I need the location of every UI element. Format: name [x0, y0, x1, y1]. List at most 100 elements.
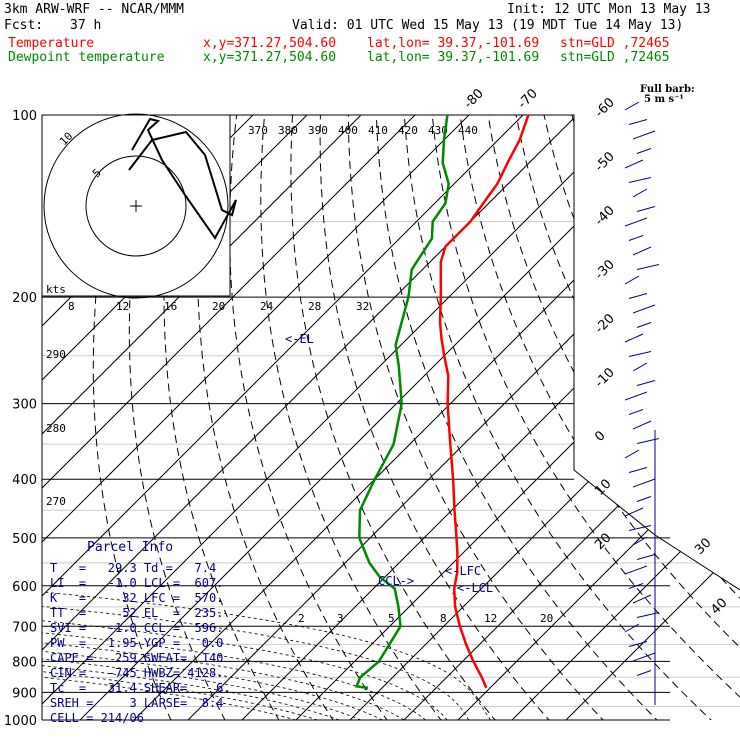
isotherm-tick-label: 0 [592, 428, 608, 444]
isotherm-line [42, 115, 582, 720]
parcel-info-row: CAPE = 259 SWEAT= 140 [50, 651, 223, 665]
dry-adiabat-line [431, 115, 740, 720]
dry-adiabat-line [599, 115, 740, 720]
isotherm-tick-label: 10 [592, 477, 614, 499]
isotherm-tick-label: 30 [692, 536, 714, 558]
dry-adiabat-line [543, 115, 740, 720]
wind-barb [628, 409, 644, 415]
pressure-tick-label: 500 [12, 532, 37, 547]
dry-adiabat-line [196, 115, 342, 720]
wind-barb [636, 322, 652, 328]
wind-barb [632, 594, 652, 604]
parcel-info-row: CIN = -745 HWBZ= 4128. [50, 666, 223, 680]
dry-adiabat-line [655, 115, 740, 720]
wind-barb [632, 420, 652, 430]
theta-tick-label: 400 [338, 124, 358, 137]
wind-barb [628, 235, 644, 241]
theta-left-label: 290 [46, 348, 66, 361]
wind-barb [628, 351, 652, 357]
dry-adiabat-line [347, 115, 616, 720]
wind-barb [636, 264, 660, 270]
mixing-ratio-label: 8 [440, 612, 447, 625]
wind-barb [632, 188, 648, 198]
init-time: Init: 12 UTC Mon 13 May 13 [507, 2, 711, 17]
hodograph-ring [43, 113, 229, 299]
dry-adiabat-line [319, 115, 561, 720]
dry-adiabat-line [375, 115, 671, 720]
mixing-ratio-label: 8 [68, 300, 75, 313]
wind-barb [636, 206, 656, 212]
dry-adiabat-line [128, 115, 233, 720]
dry-adiabat-line [92, 115, 178, 720]
theta-left-label: 270 [46, 495, 66, 508]
mixing-ratio-label: 5 [388, 612, 395, 625]
pressure-tick-label: 100 [12, 109, 37, 124]
model-title: 3km ARW-WRF -- NCAR/MMM [4, 2, 184, 17]
temperature-station: stn=GLD ,72465 [560, 36, 670, 51]
wind-barb [624, 217, 648, 227]
forecast-hours: 37 h [70, 18, 101, 33]
wind-barb [628, 293, 648, 299]
parcel-info-row: PW = 1.95 YGP = 0.0 [50, 636, 223, 650]
isotherm-tick-label: -80 [461, 86, 487, 112]
dry-adiabat-line [403, 115, 726, 720]
parcel-info-row: T = 29.3 Td = 7.4 [50, 561, 216, 575]
parcel-info-row: CELL = 214/06 [50, 711, 144, 725]
el-marker: <-EL [285, 332, 314, 346]
parcel-info-row: SREH = 3 LAPSE= 8.4 [50, 696, 223, 710]
isotherm-tick-label: 20 [592, 531, 614, 553]
isotherm-line [444, 115, 740, 720]
wind-barb [636, 670, 652, 676]
dewpoint-station: stn=GLD ,72465 [560, 50, 670, 65]
barb-key-title: Full barb: [640, 84, 695, 95]
dry-adiabat-line [711, 115, 740, 720]
theta-tick-label: 390 [308, 124, 328, 137]
wind-barb [624, 159, 644, 169]
isotherm-line [42, 115, 636, 720]
lcl-marker: <-LCL [457, 581, 493, 595]
isotherm-line [42, 115, 528, 720]
wind-barb [628, 641, 648, 647]
dewpoint-line [354, 114, 450, 690]
isotherm-line [228, 115, 740, 720]
dry-adiabat-line [290, 115, 507, 720]
hodograph-ring [85, 155, 187, 257]
wind-barb [624, 449, 640, 459]
theta-left-label: 280 [46, 422, 66, 435]
wind-barb [632, 304, 656, 314]
wind-barb [624, 565, 648, 575]
mixing-ratio-label: 3 [337, 612, 344, 625]
wind-barb [624, 333, 644, 343]
isotherm-line [552, 115, 740, 720]
hodograph-units-label: kts [46, 283, 66, 296]
dry-adiabat-line [487, 115, 740, 720]
wind-barb [636, 612, 660, 618]
wind-barb [628, 119, 648, 125]
pressure-tick-label: 600 [12, 580, 37, 595]
parcel-info-row: K = 32 LFC = 570. [50, 591, 223, 605]
isotherm-tick-label: -30 [592, 257, 618, 283]
isotherm-tick-label: -50 [592, 149, 618, 175]
isotherm-line [498, 115, 740, 720]
wind-barb [624, 391, 648, 401]
diagram-border [42, 114, 740, 591]
wind-barb [624, 623, 640, 633]
dry-adiabat-line [683, 115, 740, 720]
parcel-info-row: LI = -1.0 LCL = 607. [50, 576, 223, 590]
theta-tick-label: 430 [428, 124, 448, 137]
mixing-ratio-label: 12 [484, 612, 497, 625]
barb-key-value: 5 m s⁻¹ [644, 94, 684, 105]
isotherm-tick-label: -60 [592, 95, 618, 121]
mixing-ratio-label: 16 [164, 300, 177, 313]
dewpoint-xy: x,y=371.27,504.60 [203, 50, 336, 65]
temperature-legend: Temperature [8, 36, 94, 51]
isotherm-line [42, 115, 366, 720]
wind-barb [636, 380, 656, 386]
dry-adiabat-line [459, 115, 740, 720]
theta-tick-label: 410 [368, 124, 388, 137]
parcel-info-row: Tc = 31.4 SHEAR= 6. [50, 681, 231, 695]
pressure-tick-label: 1000 [4, 714, 37, 729]
mixing-ratio-label: 20 [212, 300, 225, 313]
wind-barb [628, 177, 652, 183]
